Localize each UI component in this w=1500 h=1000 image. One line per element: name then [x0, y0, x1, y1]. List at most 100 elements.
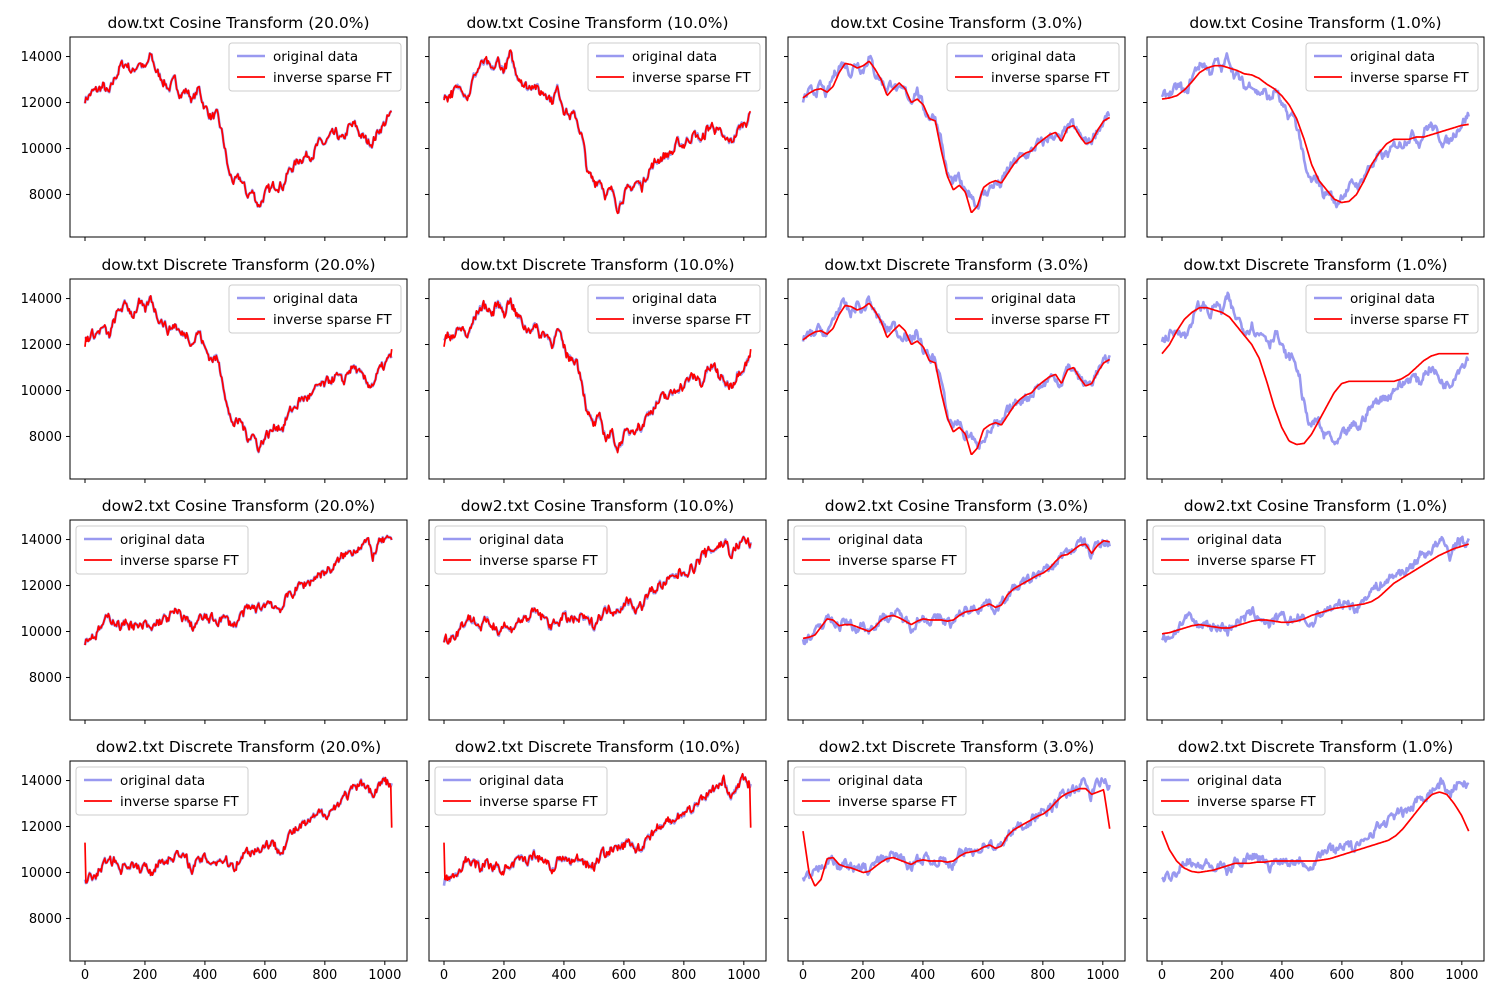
axes-frame [69, 36, 408, 238]
y-tick-label: 8000 [29, 430, 62, 445]
legend: original data inverse sparse FT [587, 284, 761, 334]
legend-label-inverse: inverse sparse FT [1350, 70, 1469, 86]
y-tick-label: 14000 [21, 292, 62, 307]
subplot-title: dow2.txt Discrete Transform (20.0%) [96, 738, 381, 756]
x-tick-label: 800 [1389, 968, 1414, 983]
y-tick-label: 12000 [21, 338, 62, 353]
legend-label-original: original data [838, 773, 923, 789]
x-tick-label: 800 [312, 968, 337, 983]
y-tick-label: 8000 [29, 188, 62, 203]
subplot-title: dow.txt Cosine Transform (20.0%) [107, 14, 369, 32]
y-tick-label: 12000 [21, 579, 62, 594]
inverse-sparse-ft-line [84, 776, 393, 884]
x-tick-label: 1000 [1086, 968, 1119, 983]
legend-label-inverse: inverse sparse FT [991, 70, 1110, 86]
legend-label-inverse: inverse sparse FT [120, 794, 239, 810]
legend-label-inverse: inverse sparse FT [273, 70, 392, 86]
x-tick-label: 1000 [1445, 968, 1478, 983]
legend-box [434, 525, 608, 575]
legend-label-inverse: inverse sparse FT [479, 794, 598, 810]
subplot-title: dow2.txt Discrete Transform (3.0%) [819, 738, 1095, 756]
legend-label-inverse: inverse sparse FT [838, 794, 957, 810]
y-tick-label: 10000 [21, 866, 62, 881]
legend: original data inverse sparse FT [75, 525, 249, 575]
subplot-4: dow.txt Cosine Transform (1.0%) original … [1143, 14, 1485, 241]
subplot-5: dow.txt Discrete Transform (20.0%) 8000 10… [21, 256, 408, 483]
inverse-sparse-ft-line [1161, 306, 1469, 446]
original-data-line [1160, 291, 1470, 446]
legend-label-inverse: inverse sparse FT [273, 312, 392, 328]
legend-label-inverse: inverse sparse FT [120, 553, 239, 569]
legend: original data inverse sparse FT [793, 525, 967, 575]
axes-frame [428, 519, 767, 721]
legend-box [1152, 766, 1326, 816]
legend-box [228, 284, 402, 334]
legend-box [946, 42, 1120, 92]
legend: original data inverse sparse FT [228, 42, 402, 92]
legend-label-original: original data [1197, 773, 1282, 789]
x-tick-label: 600 [611, 968, 636, 983]
axes-frame [787, 760, 1126, 962]
subplot-title: dow.txt Discrete Transform (20.0%) [101, 256, 375, 274]
subplot-title: dow2.txt Cosine Transform (20.0%) [102, 497, 375, 515]
legend: original data inverse sparse FT [1305, 42, 1479, 92]
subplot-title: dow2.txt Discrete Transform (1.0%) [1178, 738, 1454, 756]
legend: original data inverse sparse FT [75, 766, 249, 816]
axes-frame [428, 36, 767, 238]
y-tick-label: 10000 [21, 384, 62, 399]
legend-label-inverse: inverse sparse FT [479, 553, 598, 569]
inverse-sparse-ft-line [802, 787, 1111, 887]
subplot-10: dow2.txt Cosine Transform (10.0%) origina… [425, 497, 767, 724]
legend-label-original: original data [479, 532, 564, 548]
legend-label-original: original data [1197, 532, 1282, 548]
subplot-16: dow2.txt Discrete Transform (1.0%) 0 200 40… [1143, 738, 1485, 983]
legend-label-inverse: inverse sparse FT [1197, 553, 1316, 569]
legend-box [434, 766, 608, 816]
subplot-title: dow.txt Discrete Transform (1.0%) [1183, 256, 1447, 274]
subplot-7: dow.txt Discrete Transform (3.0%) origina… [784, 256, 1126, 483]
x-tick-label: 200 [492, 968, 517, 983]
axes-frame [69, 278, 408, 480]
inverse-sparse-ft-line [443, 535, 752, 645]
subplot-14: dow2.txt Discrete Transform (10.0%) 0 200 4… [425, 738, 767, 983]
inverse-sparse-ft-line [802, 60, 1111, 214]
legend-box [1152, 525, 1326, 575]
x-tick-label: 0 [1158, 968, 1166, 983]
x-tick-label: 400 [193, 968, 218, 983]
x-tick-label: 600 [970, 968, 995, 983]
x-tick-label: 200 [1210, 968, 1235, 983]
axes-frame [1146, 519, 1485, 721]
legend-box [587, 284, 761, 334]
legend: original data inverse sparse FT [228, 284, 402, 334]
x-tick-label: 600 [1329, 968, 1354, 983]
legend-label-original: original data [991, 49, 1076, 65]
axes-frame [69, 519, 408, 721]
legend-label-original: original data [991, 291, 1076, 307]
y-tick-label: 10000 [21, 142, 62, 157]
x-tick-label: 400 [911, 968, 936, 983]
y-tick-label: 14000 [21, 50, 62, 65]
legend-box [793, 766, 967, 816]
subplot-title: dow2.txt Cosine Transform (3.0%) [825, 497, 1089, 515]
legend-label-original: original data [838, 532, 923, 548]
x-tick-label: 400 [1270, 968, 1295, 983]
legend: original data inverse sparse FT [1152, 525, 1326, 575]
legend: original data inverse sparse FT [1305, 284, 1479, 334]
axes-frame [787, 278, 1126, 480]
subplot-title: dow.txt Cosine Transform (1.0%) [1189, 14, 1441, 32]
legend: original data inverse sparse FT [1152, 766, 1326, 816]
subplot-6: dow.txt Discrete Transform (10.0%) origin… [425, 256, 767, 483]
original-data-line [801, 54, 1111, 210]
x-tick-label: 1000 [368, 968, 401, 983]
legend-label-inverse: inverse sparse FT [991, 312, 1110, 328]
legend-label-inverse: inverse sparse FT [632, 312, 751, 328]
subplot-12: dow2.txt Cosine Transform (1.0%) original… [1143, 497, 1485, 724]
legend-label-original: original data [120, 773, 205, 789]
x-tick-label: 0 [799, 968, 807, 983]
legend-box [946, 284, 1120, 334]
subplot-title: dow.txt Cosine Transform (10.0%) [466, 14, 728, 32]
subplot-title: dow2.txt Cosine Transform (10.0%) [461, 497, 734, 515]
y-tick-label: 12000 [21, 96, 62, 111]
legend: original data inverse sparse FT [946, 42, 1120, 92]
inverse-sparse-ft-line [1161, 791, 1470, 874]
